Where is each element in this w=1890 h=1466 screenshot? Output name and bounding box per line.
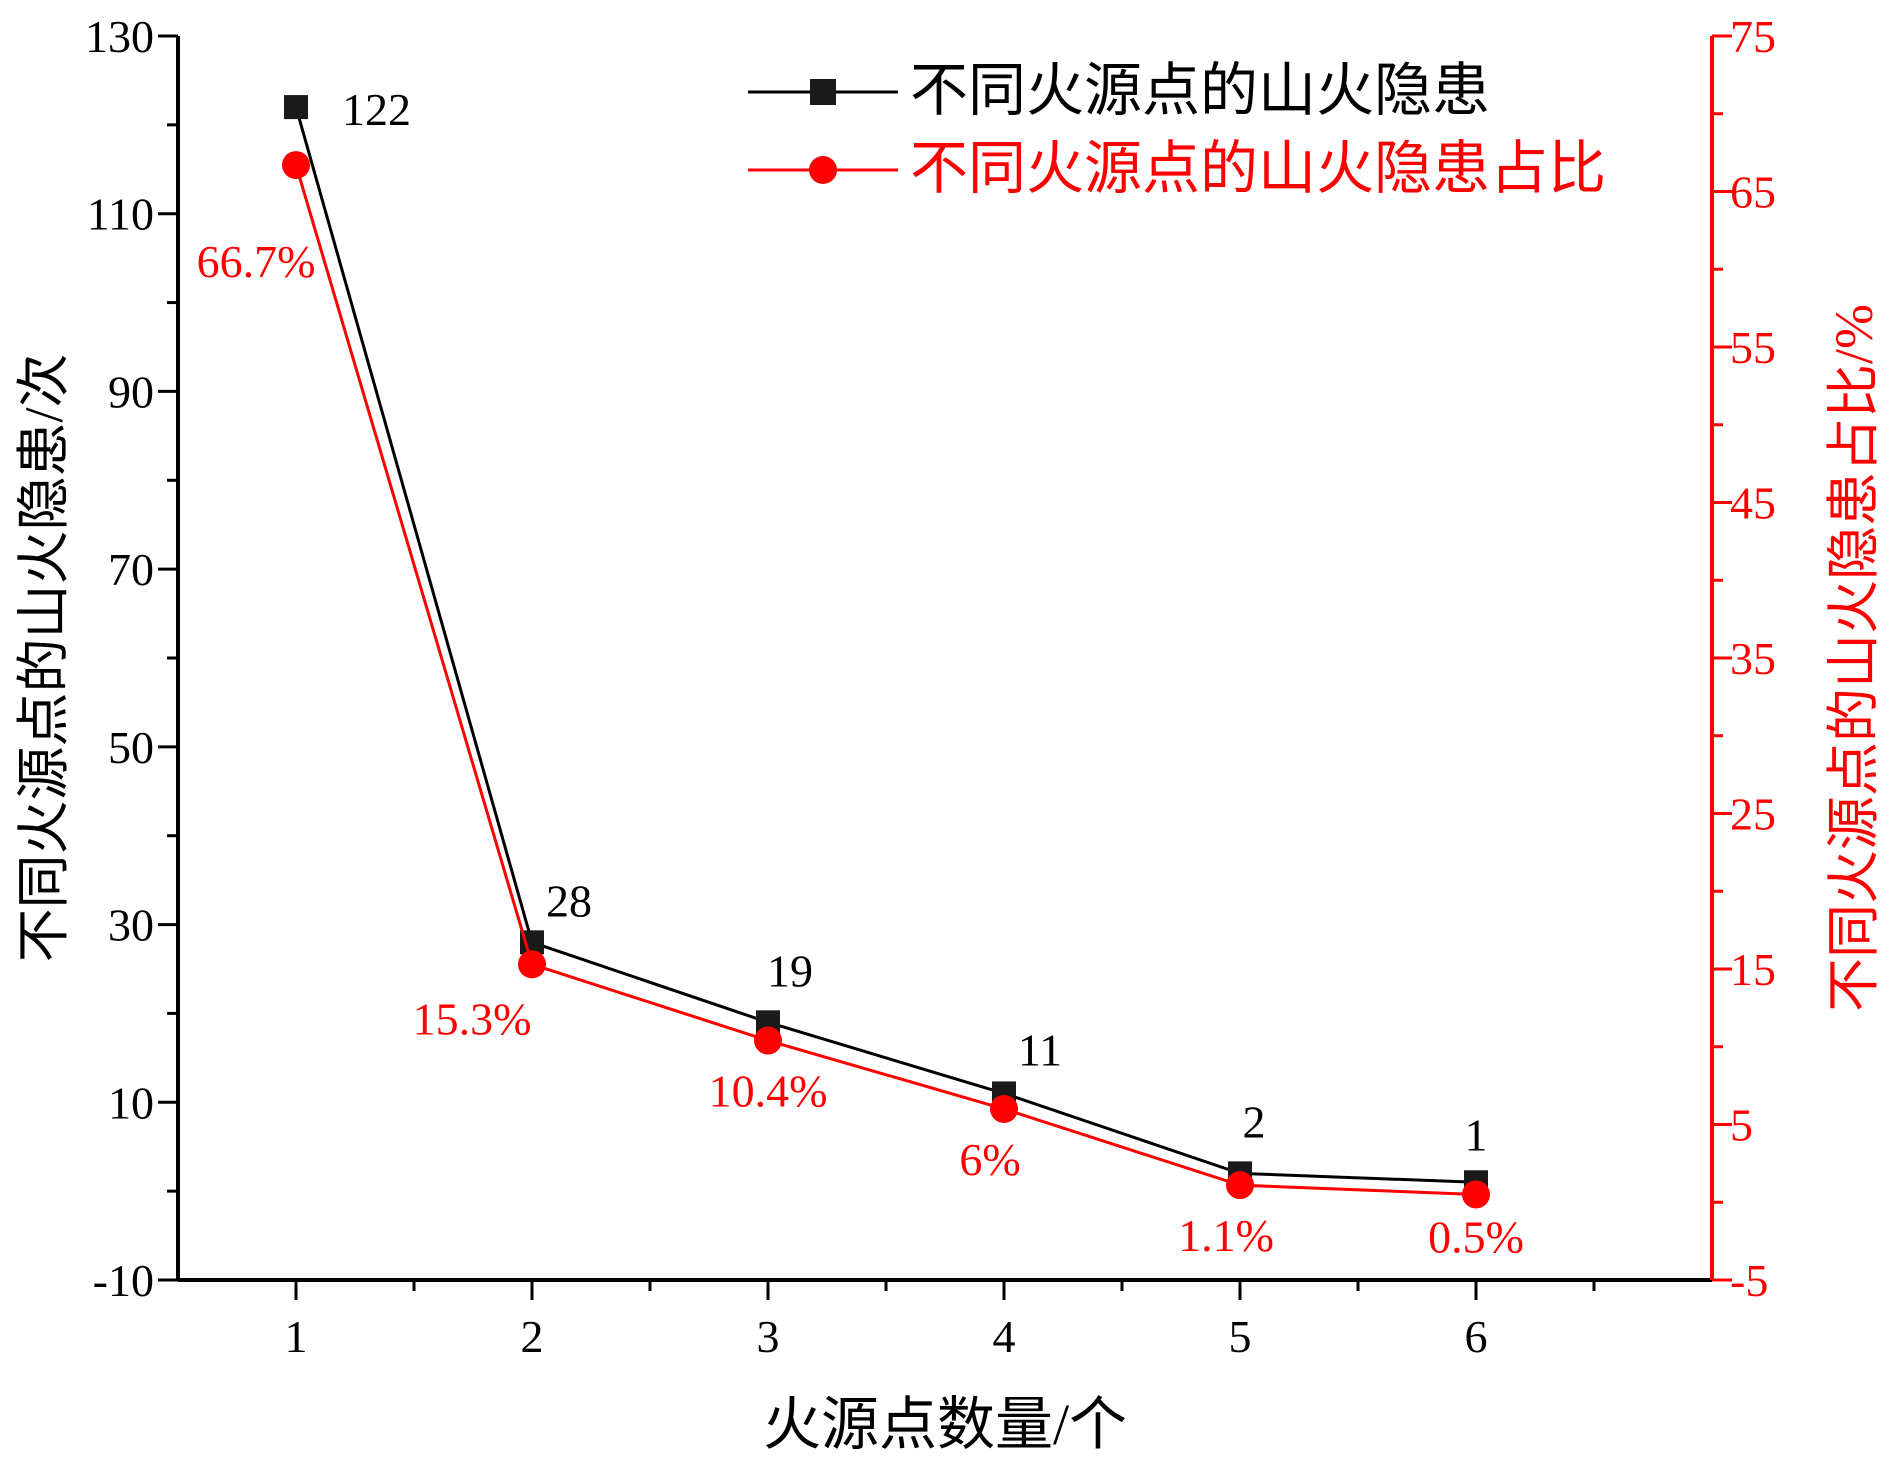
- x-tick-label: 6: [1465, 1311, 1488, 1362]
- x-axis-title: 火源点数量/个: [763, 1392, 1127, 1457]
- tick-labels: 1 2 3 4 5 6-101030507090110130-55152535455565…: [85, 11, 1776, 1362]
- right-tick-label: 45: [1730, 478, 1776, 529]
- axis-ticks: [158, 34, 1732, 1300]
- right-axis-title: 不同火源点的山火隐患占比/%: [1824, 304, 1884, 1012]
- share-series-line: [294, 164, 1477, 1196]
- legend: 不同火源点的山火隐患 不同火源点的山火隐患占比: [748, 58, 1606, 201]
- counts-point-marker: [284, 95, 308, 120]
- right-tick-label: 65: [1730, 167, 1776, 218]
- share-data-label: 15.3%: [413, 993, 532, 1044]
- legend-square-marker: [810, 79, 836, 105]
- left-tick-label: 50: [108, 722, 154, 773]
- x-tick-label: 3: [757, 1311, 780, 1362]
- share-point-marker: [990, 1094, 1018, 1123]
- x-tick-label: 2: [521, 1311, 544, 1362]
- share-point-marker: [518, 950, 546, 979]
- share-point-marker: [1462, 1180, 1490, 1209]
- share-data-label: 6%: [959, 1134, 1020, 1185]
- left-tick-label: 10: [108, 1077, 154, 1128]
- left-tick-label: 130: [85, 11, 154, 62]
- x-tick-label: 5: [1229, 1311, 1252, 1362]
- legend-label-counts: 不同火源点的山火隐患: [910, 58, 1490, 123]
- share-point-marker: [1226, 1171, 1254, 1200]
- counts-data-label: 28: [546, 875, 592, 926]
- share-data-label: 1.1%: [1178, 1210, 1274, 1261]
- share-point-marker: [282, 151, 310, 180]
- legend-label-share: 不同火源点的山火隐患占比: [910, 136, 1606, 201]
- counts-data-label: 19: [767, 945, 813, 996]
- left-tick-label: 110: [87, 189, 154, 240]
- right-tick-label: 75: [1730, 11, 1776, 62]
- legend-entry-counts: 不同火源点的山火隐患: [748, 58, 1490, 123]
- right-tick-label: 55: [1730, 322, 1776, 373]
- legend-circle-marker: [809, 156, 837, 184]
- right-tick-label: 35: [1730, 633, 1776, 684]
- left-tick-label: -10: [93, 1255, 154, 1306]
- right-tick-label: 5: [1730, 1100, 1753, 1151]
- right-tick-label: 25: [1730, 789, 1776, 840]
- share-point-marker: [754, 1026, 782, 1055]
- series-layer: 122 28 19 11 2 1 66.7% 15.3% 10.4% 6% 1.1% 0.5%: [197, 84, 1524, 1262]
- share-data-label: 66.7%: [197, 236, 316, 287]
- counts-data-label: 2: [1243, 1096, 1266, 1147]
- share-data-label: 0.5%: [1428, 1211, 1524, 1262]
- left-tick-label: 30: [108, 900, 154, 951]
- counts-data-label: 11: [1018, 1024, 1062, 1075]
- counts-series-line: [294, 106, 1477, 1184]
- legend-entry-share: 不同火源点的山火隐患占比: [748, 136, 1606, 201]
- right-tick-label: 15: [1730, 944, 1776, 995]
- counts-data-label: 1: [1465, 1109, 1488, 1160]
- counts-data-label: 122: [342, 84, 411, 135]
- left-axis-title: 不同火源点的山火隐患/次: [14, 353, 74, 962]
- share-data-label: 10.4%: [709, 1066, 828, 1117]
- right-tick-label: -5: [1730, 1255, 1768, 1306]
- left-tick-label: 70: [108, 544, 154, 595]
- x-tick-label: 1: [285, 1311, 308, 1362]
- left-tick-label: 90: [108, 366, 154, 417]
- x-tick-label: 4: [993, 1311, 1016, 1362]
